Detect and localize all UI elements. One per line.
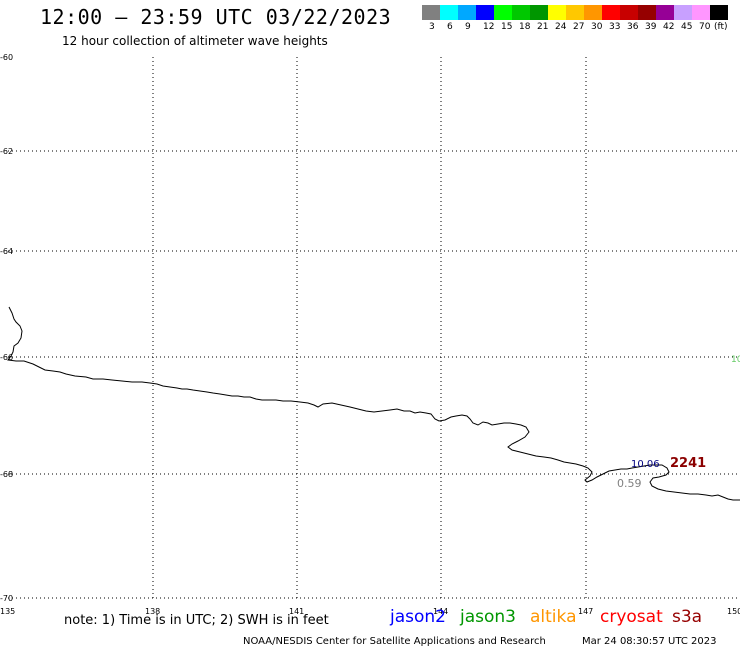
latitude-label: -66 bbox=[0, 353, 13, 362]
latitude-label: -64 bbox=[0, 247, 13, 256]
colorbar-swatch: 24 bbox=[548, 5, 566, 32]
longitude-label: 135 bbox=[0, 607, 15, 616]
colorbar-label: 39 bbox=[645, 22, 657, 32]
colorbar-unit: (ft) bbox=[714, 22, 728, 32]
colorbar-label: 45 bbox=[681, 22, 693, 32]
colorbar-label: 18 bbox=[519, 22, 531, 32]
satellite-s3a-legend: s3a bbox=[672, 607, 703, 627]
graticule bbox=[8, 57, 740, 599]
colorbar-swatch: 39 bbox=[638, 5, 656, 32]
longitude-label: 141 bbox=[289, 607, 304, 616]
antarctic-coastline bbox=[7, 306, 740, 501]
satellite-altika-legend: altika bbox=[530, 607, 577, 627]
swh-value-grey: 0.59 bbox=[617, 477, 642, 490]
colorbar-swatch: 15 bbox=[494, 5, 512, 32]
footer-note: note: 1) Time is in UTC; 2) SWH is in fe… bbox=[64, 613, 329, 628]
footer-credit: NOAA/NESDIS Center for Satellite Applica… bbox=[243, 636, 546, 647]
colorbar-label: 30 bbox=[591, 22, 603, 32]
colorbar-swatch: 27 bbox=[566, 5, 584, 32]
satellite-jason2-legend: jason2 bbox=[390, 607, 446, 627]
colorbar-label: 36 bbox=[627, 22, 639, 32]
longitude-label: 144 bbox=[433, 607, 448, 616]
colorbar-label: 6 bbox=[447, 22, 453, 32]
latitude-label: -62 bbox=[0, 147, 13, 156]
satellite-cryosat-legend: cryosat bbox=[600, 607, 663, 627]
latitude-label: -60 bbox=[0, 53, 13, 62]
latitude-label: -68 bbox=[0, 470, 13, 479]
colorbar-label: 9 bbox=[465, 22, 471, 32]
longitude-label: 147 bbox=[578, 607, 593, 616]
swh-value-max: 2241 bbox=[670, 456, 706, 471]
map-title: 12:00 – 23:59 UTC 03/22/2023 bbox=[40, 5, 392, 29]
map-subtitle: 12 hour collection of altimeter wave hei… bbox=[62, 34, 328, 48]
colorbar-label: 42 bbox=[663, 22, 675, 32]
colorbar-label: 12 bbox=[483, 22, 495, 32]
colorbar-swatch: 6 bbox=[440, 5, 458, 32]
colorbar-swatch: 33 bbox=[602, 5, 620, 32]
swh-annotations: 10.06 2241 0.59 10 bbox=[617, 355, 740, 490]
colorbar-label: 27 bbox=[573, 22, 585, 32]
colorbar-swatch: 3 bbox=[422, 5, 440, 32]
colorbar-swatch: 30 bbox=[584, 5, 602, 32]
colorbar-swatch: 12 bbox=[476, 5, 494, 32]
latitude-label: -70 bbox=[0, 594, 13, 603]
colorbar-swatch: 21 bbox=[530, 5, 548, 32]
colorbar-label: 33 bbox=[609, 22, 621, 32]
colorbar-swatch: 70 bbox=[692, 5, 710, 32]
colorbar-label: 3 bbox=[429, 22, 435, 32]
footer-timestamp: Mar 24 08:30:57 UTC 2023 bbox=[582, 636, 717, 647]
colorbar-label: 70 bbox=[699, 22, 711, 32]
colorbar-swatch: 18 bbox=[512, 5, 530, 32]
swh-value-jason2: 10.06 bbox=[631, 459, 660, 470]
satellite-jason3-legend: jason3 bbox=[460, 607, 516, 627]
colorbar-label: 24 bbox=[555, 22, 567, 32]
colorbar-swatch: 45 bbox=[674, 5, 692, 32]
colorbar-label: 15 bbox=[501, 22, 513, 32]
colorbar-swatch: 9 bbox=[458, 5, 476, 32]
colorbar-label: 21 bbox=[537, 22, 549, 32]
wave-height-colorbar: 3 6 9 12 15 18 21 24 27 30 33 36 39 42 45 70 (ft) bbox=[422, 5, 728, 32]
longitude-label: 138 bbox=[145, 607, 160, 616]
axis-labels: -60 -62 -64 -66 -68 -70 135 138 141 144 147 150 bbox=[0, 53, 740, 616]
longitude-label: 150 bbox=[727, 607, 740, 616]
colorbar-swatch bbox=[710, 5, 728, 20]
colorbar-swatch: 42 bbox=[656, 5, 674, 32]
swh-value-edge: 10 bbox=[731, 355, 740, 365]
colorbar-swatch: 36 bbox=[620, 5, 638, 32]
